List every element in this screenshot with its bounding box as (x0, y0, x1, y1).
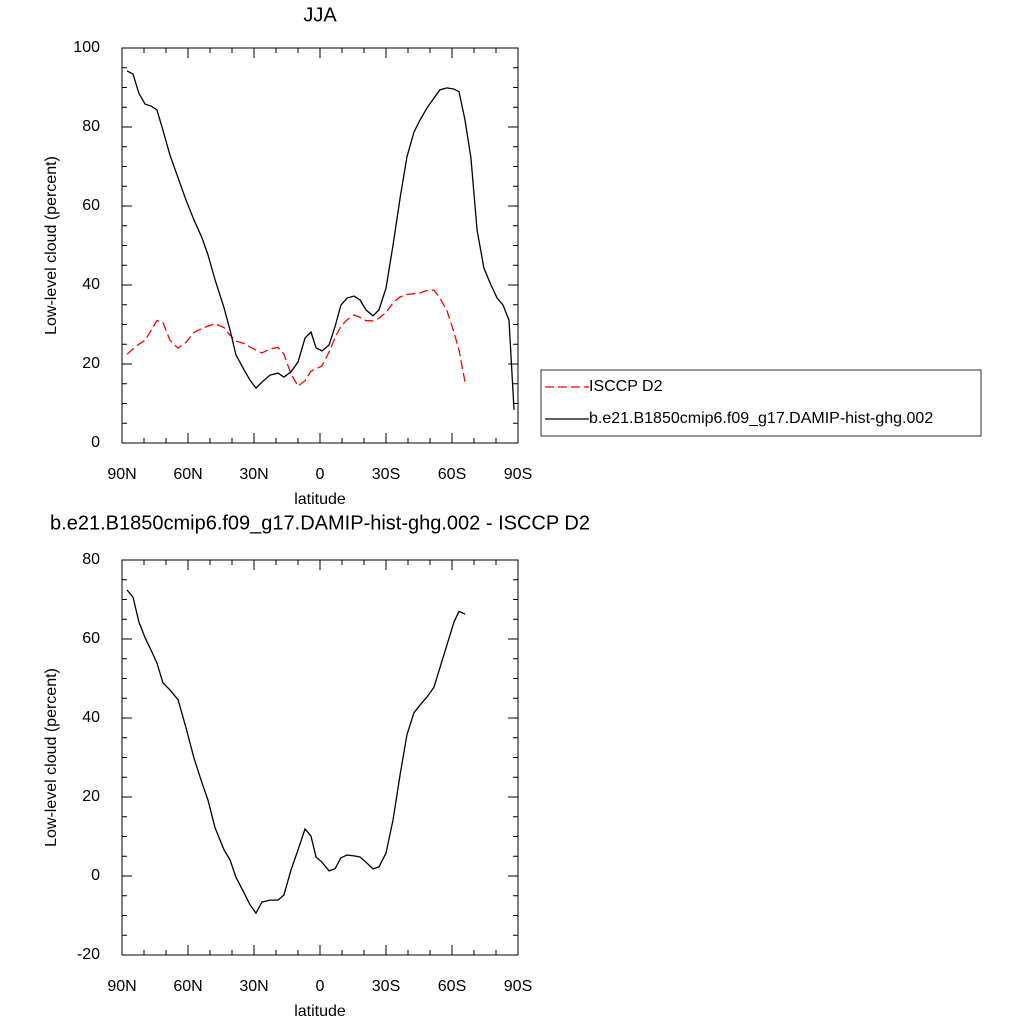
legend-box (540, 369, 982, 437)
y-tick-label: 0 (91, 867, 100, 884)
chart-title: JJA (303, 4, 337, 26)
x-tick-label: 60S (438, 466, 466, 483)
legend-label: ISCCP D2 (589, 378, 663, 395)
x-tick-label: 30S (372, 978, 400, 995)
x-tick-label: 60N (173, 466, 202, 483)
y-tick-label: 80 (82, 551, 100, 568)
chart-title: b.e21.B1850cmip6.f09_g17.DAMIP-hist-ghg.… (50, 512, 590, 534)
y-tick-label: 0 (91, 434, 100, 451)
y-tick-label: 20 (82, 355, 100, 372)
y-axis-label: Low-level cloud (percent) (43, 668, 60, 847)
y-tick-label: 80 (82, 118, 100, 135)
y-tick-label: 60 (82, 197, 100, 214)
x-axis-label: latitude (294, 491, 346, 508)
data-line (126, 70, 515, 410)
x-tick-label: 30N (239, 978, 268, 995)
x-tick-label: 60S (438, 978, 466, 995)
x-tick-label: 30S (372, 466, 400, 483)
plot-frame (121, 559, 519, 956)
x-tick-label: 90S (504, 978, 532, 995)
x-tick-label: 90N (107, 978, 136, 995)
y-tick-label: -20 (77, 946, 100, 963)
x-tick-label: 90S (504, 466, 532, 483)
x-tick-label: 90N (107, 466, 136, 483)
y-tick-label: 20 (82, 788, 100, 805)
x-tick-label: 0 (316, 466, 325, 483)
y-tick-label: 40 (82, 276, 100, 293)
data-line (126, 589, 466, 915)
legend-label: b.e21.B1850cmip6.f09_g17.DAMIP-hist-ghg.… (589, 410, 933, 427)
x-tick-label: 0 (316, 978, 325, 995)
data-line (126, 289, 466, 388)
y-tick-label: 40 (82, 709, 100, 726)
y-axis-label: Low-level cloud (percent) (43, 156, 60, 335)
plot-frame (121, 47, 519, 444)
y-tick-label: 100 (73, 39, 100, 56)
y-tick-label: 60 (82, 630, 100, 647)
x-tick-label: 60N (173, 978, 202, 995)
x-tick-label: 30N (239, 466, 268, 483)
x-axis-label: latitude (294, 1003, 346, 1020)
